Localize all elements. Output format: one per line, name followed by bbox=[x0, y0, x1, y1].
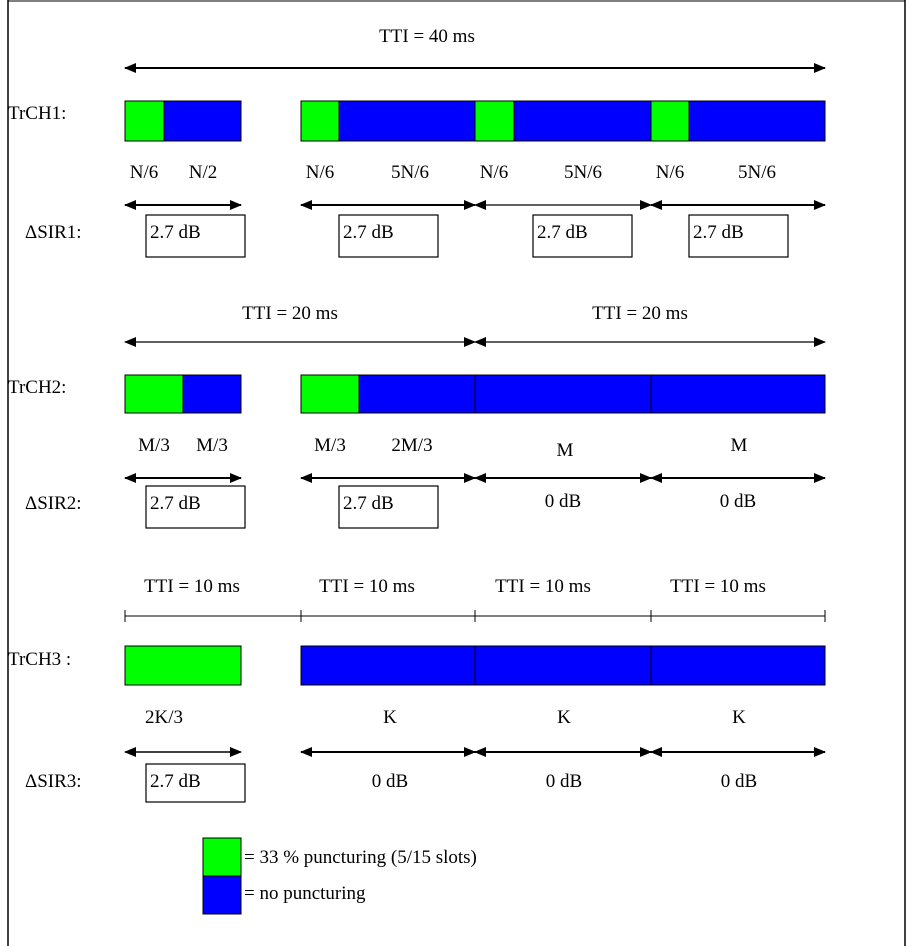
trch1-sir-box-1 bbox=[145, 214, 246, 258]
trch2-sir-value-2: 2.7 dB bbox=[343, 493, 394, 514]
trch1-size-2: N/2 bbox=[189, 162, 218, 183]
trch1-size-7: N/6 bbox=[656, 162, 685, 183]
trch1-block-punctured-3 bbox=[474, 100, 515, 142]
trch1-block-unpunctured-3 bbox=[513, 100, 652, 142]
trch1-sir-box-3 bbox=[532, 214, 633, 258]
trch1-sir-value-3: 2.7 dB bbox=[537, 222, 588, 243]
tti20-label-1: TTI = 20 ms bbox=[242, 303, 338, 324]
trch3-sir-label: ΔSIR3: bbox=[25, 771, 82, 792]
trch2-block-punctured-1 bbox=[124, 374, 184, 414]
trch2-sir-box-1 bbox=[145, 485, 246, 529]
trch2-size-2: M/3 bbox=[196, 435, 228, 456]
trch1-block-unpunctured-1 bbox=[163, 100, 242, 142]
trch3-block-punctured-1 bbox=[124, 645, 242, 686]
trch3-sir-value-3: 0 dB bbox=[546, 771, 582, 792]
trch2-sir-value-3: 0 dB bbox=[545, 491, 581, 512]
legend-unpunctured-label: = no puncturing bbox=[244, 883, 366, 904]
trch2-sir-box-2 bbox=[338, 485, 439, 529]
trch2-block-punctured-2 bbox=[300, 374, 360, 414]
trch2-block-unpunctured-1 bbox=[182, 374, 242, 414]
trch1-sir-value-2: 2.7 dB bbox=[343, 222, 394, 243]
trch1-sir-value-1: 2.7 dB bbox=[150, 222, 201, 243]
trch3-block-unpunctured-1 bbox=[300, 645, 476, 686]
trch2-block-unpunctured-3 bbox=[474, 374, 652, 414]
legend: = 33 % puncturing (5/15 slots) = no punc… bbox=[202, 837, 477, 915]
trch3-size-1: 2K/3 bbox=[145, 707, 183, 728]
trch1-block-unpunctured-4 bbox=[688, 100, 826, 142]
trch1-blocks bbox=[124, 100, 826, 142]
trch2-sir-value-1: 2.7 dB bbox=[150, 493, 201, 514]
trch1-size-8: 5N/6 bbox=[738, 162, 776, 183]
tti20-label-2: TTI = 20 ms bbox=[592, 303, 688, 324]
trch3-sir-value-4: 0 dB bbox=[721, 771, 757, 792]
trch2-size-5: M bbox=[557, 440, 574, 461]
trch2-block-unpunctured-2 bbox=[358, 374, 476, 414]
legend-punctured-label: = 33 % puncturing (5/15 slots) bbox=[244, 847, 477, 868]
trch2-label: TrCH2: bbox=[8, 377, 66, 398]
trch1-block-punctured-1 bbox=[124, 100, 165, 142]
trch1-block-unpunctured-2 bbox=[338, 100, 476, 142]
trch3-sir-value-2: 0 dB bbox=[372, 771, 408, 792]
trch1-size-4: 5N/6 bbox=[391, 162, 429, 183]
trch2-size-4: 2M/3 bbox=[391, 435, 432, 456]
trch3-size-4: K bbox=[732, 707, 746, 728]
trch2-sir-label: ΔSIR2: bbox=[25, 493, 82, 514]
tti10-label-1: TTI = 10 ms bbox=[144, 576, 240, 597]
legend-punctured-swatch bbox=[202, 837, 242, 877]
trch3-label: TrCH3 : bbox=[8, 649, 71, 670]
trch3-size-3: K bbox=[557, 707, 571, 728]
tti10-label-3: TTI = 10 ms bbox=[495, 576, 591, 597]
trch1-size-5: N/6 bbox=[480, 162, 509, 183]
trch2-sir-value-4: 0 dB bbox=[720, 491, 756, 512]
trch1-block-punctured-4 bbox=[650, 100, 690, 142]
tti10-label-2: TTI = 10 ms bbox=[319, 576, 415, 597]
trch2-blocks bbox=[124, 374, 826, 414]
trch3-sir-value-1: 2.7 dB bbox=[150, 771, 201, 792]
trch3-sir-box-1 bbox=[145, 763, 246, 803]
trch1-sir-box-2 bbox=[338, 214, 439, 258]
trch1-sir-label: ΔSIR1: bbox=[25, 222, 82, 243]
trch1-size-6: 5N/6 bbox=[564, 162, 602, 183]
tti10-label-4: TTI = 10 ms bbox=[670, 576, 766, 597]
trch3-block-unpunctured-2 bbox=[474, 645, 652, 686]
trch2-block-unpunctured-4 bbox=[650, 374, 826, 414]
trch1-size-3: N/6 bbox=[306, 162, 335, 183]
trch2-size-3: M/3 bbox=[314, 435, 346, 456]
legend-unpunctured-swatch bbox=[202, 875, 242, 915]
trch2-size-6: M bbox=[731, 435, 748, 456]
trch1-label: TrCH1: bbox=[8, 103, 66, 124]
trch1-sir-box-4 bbox=[688, 214, 789, 258]
trch1-sir-value-4: 2.7 dB bbox=[693, 222, 744, 243]
trch1-block-punctured-2 bbox=[300, 100, 340, 142]
tti40-label: TTI = 40 ms bbox=[379, 26, 475, 47]
trch3-block-unpunctured-3 bbox=[650, 645, 826, 686]
trch3-blocks bbox=[124, 645, 826, 686]
trch1-size-1: N/6 bbox=[130, 162, 159, 183]
trch2-size-1: M/3 bbox=[138, 435, 170, 456]
trch3-size-2: K bbox=[383, 707, 397, 728]
